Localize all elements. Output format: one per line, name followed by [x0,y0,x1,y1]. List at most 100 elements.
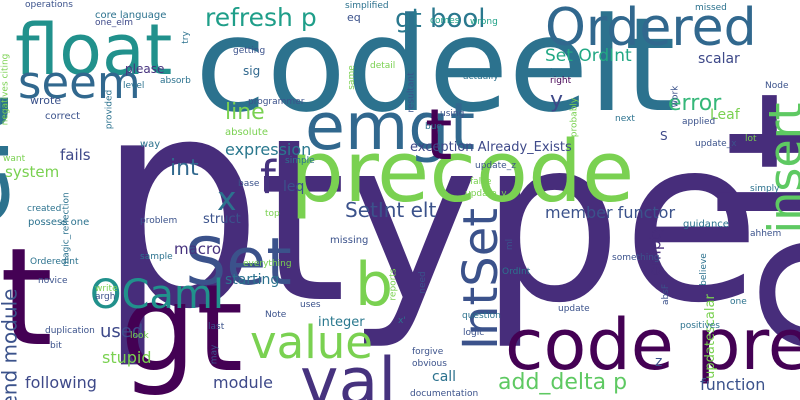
cloud-word: logic [463,328,485,338]
cloud-word: refresh p [205,3,317,32]
cloud-word: absorb [160,76,191,86]
cloud-word: guidance [683,219,729,230]
cloud-word: SetInt elt [345,198,437,222]
cloud-word: correct [45,111,81,122]
cloud-word: argh [95,292,116,302]
cloud-word: int [170,156,199,181]
cloud-word: empty [645,224,665,276]
cloud-word: simply [750,184,780,194]
cloud-word: documentation [410,389,479,399]
cloud-word: gt bool [395,4,486,34]
cloud-word: bit [50,341,62,351]
cloud-word: code pre [505,304,800,386]
cloud-word: precode [290,123,635,222]
cloud-word: x [217,179,237,218]
cloud-word: seem [18,56,141,109]
cloud-word: module [213,373,273,392]
cloud-word: issue [550,68,574,78]
cloud-word: simple [285,156,315,166]
cloud-word: actually [463,72,499,82]
cloud-word: possess one [28,217,90,228]
cloud-word: leq [283,179,305,195]
cloud-word: y [550,88,564,113]
cloud-word: Leaf [710,107,740,123]
cloud-word: eq [347,11,361,24]
cloud-word: negatives citing [0,53,11,126]
cloud-word: provided [104,89,115,130]
cloud-word: forgive [412,347,444,357]
cloud-word: one_elm [95,18,134,28]
cloud-word: magic_reflection [61,192,72,267]
cloud-word: line [225,100,265,125]
cloud-word: z [655,354,663,370]
cloud-word: Ordered [545,0,757,58]
cloud-word: following [25,373,97,392]
cloud-word: integer [318,315,365,330]
cloud-word: absF [661,283,672,306]
cloud-word: value [250,316,373,369]
cloud-word: fails [60,146,91,164]
cloud-word: error [668,91,722,116]
cloud-word: struct [203,212,241,227]
cloud-word: question [462,311,501,321]
cloud-word: system [5,163,60,181]
cloud-word: ahhem [750,229,782,239]
cloud-word: float [15,9,173,91]
cloud-word: level [123,81,145,91]
cloud-word: base [238,179,260,189]
cloud-word: write [95,284,118,294]
cloud-word: add_delta p [498,370,628,395]
cloud-word: applied [682,117,716,127]
cloud-word: member functor [545,203,676,222]
cloud-word: uses [300,300,321,310]
cloud-word: sample [140,252,173,262]
cloud-word: t [425,94,453,176]
cloud-word: please [125,62,165,76]
cloud-word: problem [140,216,178,226]
cloud-word: believe [698,253,709,286]
cloud-word: ml [505,238,516,251]
cloud-word: try [180,31,191,44]
cloud-word: OrderedInt [30,257,79,267]
cloud-word: core language [95,10,167,21]
cloud-word: using [440,109,465,119]
cloud-word: t [0,219,53,376]
cloud-word: expression [225,140,312,159]
cloud-word: val [300,345,397,400]
cloud-word: update [558,304,590,314]
cloud-word: wrong [470,17,498,27]
cloud-word: x' [398,316,406,326]
cloud-word: comes [430,16,460,26]
cloud-word: type [258,91,761,353]
cloud-word: starting [225,272,280,288]
cloud-word: update_y [465,189,507,199]
cloud-word: emgt [305,90,476,165]
cloud-word: updatescalar [702,294,718,379]
cloud-word: exception Already_Exists [410,140,572,155]
cloud-word: last [208,322,225,332]
cloud-word: S [660,129,668,143]
cloud-word: getting [233,46,266,56]
cloud-word: detail [370,61,396,71]
cloud-word: positives [680,321,720,331]
cloud-word: programmer [248,97,305,107]
cloud-word: resultant [406,72,417,113]
cloud-word: operations [25,0,73,10]
cloud-word: right [550,76,572,86]
cloud-word: created [27,204,62,214]
cloud-word: OCaml [90,272,225,318]
cloud-word: update_x [695,139,737,149]
cloud-word: Set [185,225,292,300]
cloud-word: scalar [698,51,740,67]
cloud-word: missing [330,235,369,246]
cloud-word: work [670,85,681,108]
cloud-word: duplication [45,326,95,336]
cloud-word: top [265,209,280,219]
cloud-word: one [730,297,747,307]
cloud-word: Set OrdInt [545,46,632,66]
cloud-word: used [100,321,144,342]
cloud-word: call [432,369,457,385]
cloud-word: next [615,114,635,124]
cloud-word: insert [758,102,800,234]
